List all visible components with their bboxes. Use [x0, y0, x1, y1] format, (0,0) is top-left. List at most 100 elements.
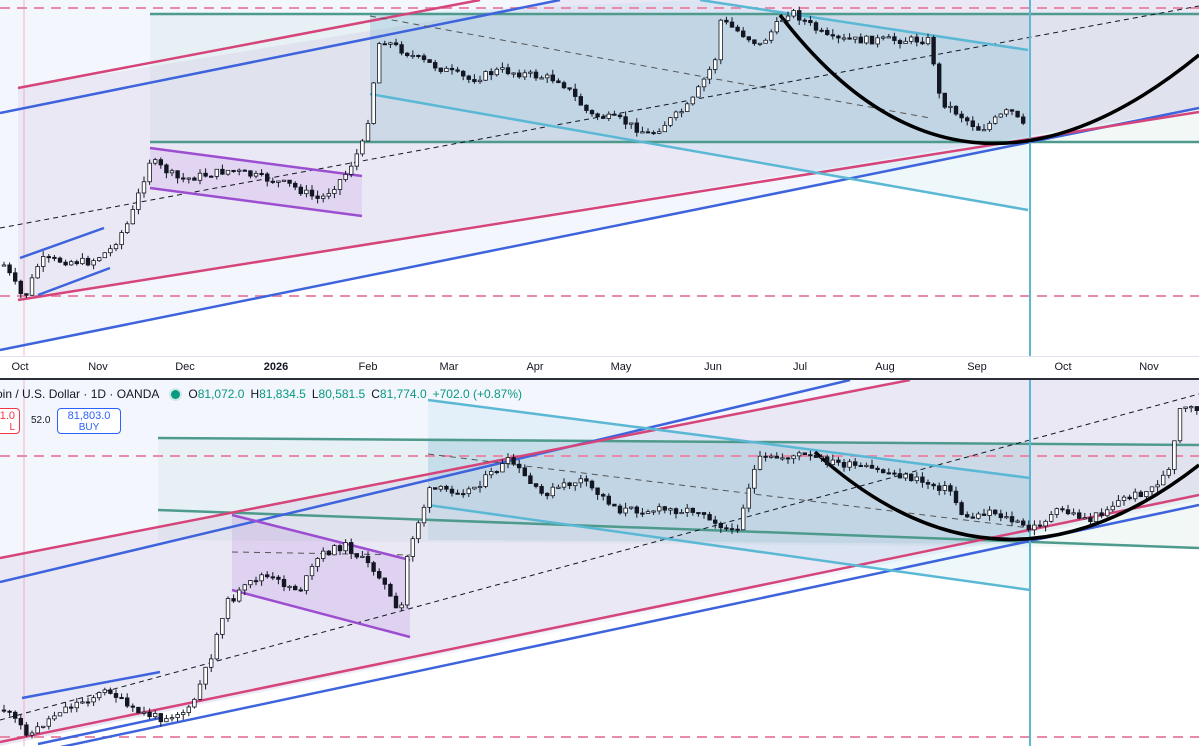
candle-body: [119, 697, 124, 700]
candle-body: [1121, 496, 1127, 501]
candle-body: [1088, 517, 1093, 522]
candle-body: [46, 718, 51, 727]
candle-body: [623, 507, 628, 514]
candle-body: [830, 459, 835, 466]
candle-body: [937, 485, 942, 491]
candle-body: [371, 562, 376, 572]
candle-body: [125, 223, 130, 233]
blue-channel-lower: [0, 106, 1199, 352]
candle-body: [948, 105, 953, 108]
small-blue-channel-lower: [37, 266, 111, 297]
candle-body: [197, 172, 203, 181]
candle-body: [601, 494, 606, 497]
candle-body: [382, 43, 387, 46]
candle-body: [393, 42, 399, 46]
candle-body: [354, 153, 359, 167]
candle-body: [875, 37, 880, 45]
candle-body: [836, 35, 841, 39]
candle-body: [645, 511, 651, 514]
candle-body: [18, 717, 23, 726]
candle-body: [836, 459, 841, 463]
candle-body: [326, 193, 331, 197]
candle-body: [679, 111, 684, 114]
candle-body: [365, 123, 371, 142]
blue-channel-fill: [0, 380, 1199, 746]
candle-body: [556, 80, 561, 84]
candle-body: [1189, 406, 1194, 409]
buy-button[interactable]: 81,803.0 BUY: [57, 408, 121, 434]
candle-body: [718, 522, 723, 529]
candle-body: [634, 122, 639, 133]
candle-body: [483, 71, 488, 81]
candle-body: [427, 487, 432, 508]
candle-body: [270, 180, 275, 183]
candle-body: [601, 116, 606, 119]
candle-body: [696, 86, 701, 98]
candle-body: [293, 182, 298, 188]
lower-chart-pane[interactable]: [0, 380, 1199, 746]
symbol-title[interactable]: oin / U.S. Dollar · 1D · OANDA: [0, 387, 160, 401]
candle-body: [813, 22, 819, 31]
candle-body: [819, 456, 824, 459]
candle-body: [858, 465, 863, 468]
candle-body: [752, 39, 757, 44]
candle-body: [349, 542, 354, 554]
blue-channel-lower: [59, 503, 1199, 746]
candle-body: [192, 177, 197, 181]
candle-body: [242, 584, 247, 591]
candle-body: [690, 96, 695, 105]
candle-body: [545, 492, 550, 497]
purple-flag-upper: [149, 146, 363, 178]
candle-body: [186, 177, 191, 180]
candle-body: [69, 706, 74, 709]
candle-body: [802, 19, 807, 22]
candle-body: [976, 513, 981, 519]
candle-body: [349, 165, 354, 175]
range-box-fill: [150, 14, 1199, 142]
blue-channel-upper: [0, 0, 561, 115]
gray-dashed-trend: [427, 453, 1031, 529]
candle-body: [1060, 508, 1065, 511]
time-axis[interactable]: Oct Nov Dec 2026 Feb Mar Apr May Jun Jul Aug Sep Oct…: [0, 356, 1199, 379]
candle-body: [253, 172, 259, 177]
candle-body: [629, 506, 634, 509]
candle-body: [130, 705, 135, 708]
candle-body: [477, 486, 483, 489]
upper-chart-pane[interactable]: [0, 0, 1199, 356]
lower-chart-drawing[interactable]: [0, 380, 1199, 746]
candle-body: [29, 277, 35, 296]
candle-body: [864, 464, 869, 467]
time-axis-label: Mar: [439, 361, 459, 373]
change-value: +702.0 (+0.87%): [432, 387, 523, 401]
red-channel-lower: [0, 493, 1199, 744]
upper-chart-drawing[interactable]: [0, 0, 1199, 356]
candle-body: [825, 456, 830, 466]
candle-body: [970, 516, 975, 519]
candle-body: [763, 455, 768, 458]
candle-body: [729, 21, 735, 28]
candle-body: [309, 566, 315, 577]
candle-body: [1099, 512, 1104, 517]
pane-separator[interactable]: [0, 378, 1199, 380]
time-axis-label: Nov: [1139, 361, 1159, 373]
candle-body: [377, 43, 382, 84]
candle-body: [791, 10, 796, 17]
candle-body: [147, 711, 152, 718]
candle-body: [1009, 109, 1015, 112]
candle-body: [57, 257, 63, 263]
candle-body: [847, 461, 852, 468]
time-axis-label: Feb: [358, 361, 378, 373]
candle-body: [337, 179, 343, 190]
candle-body: [909, 473, 914, 482]
candle-body: [533, 71, 539, 79]
candle-body: [332, 545, 337, 556]
candle-body: [181, 712, 186, 715]
candle-body: [953, 490, 959, 504]
candle-body: [813, 454, 819, 458]
candle-body: [785, 15, 791, 21]
candle-body: [1054, 508, 1059, 515]
candle-body: [315, 195, 320, 199]
candle-body: [679, 512, 684, 515]
sell-button[interactable]: 1.0 L: [0, 408, 20, 434]
candle-body: [657, 506, 662, 512]
